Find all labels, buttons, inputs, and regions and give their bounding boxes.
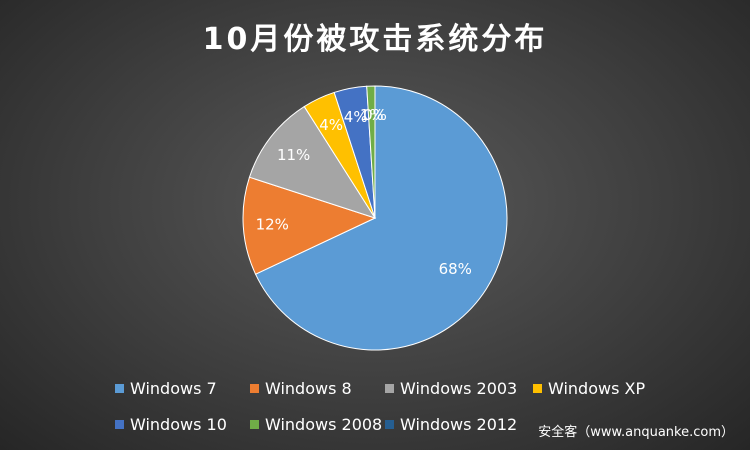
legend-swatch xyxy=(115,419,124,429)
legend-item: Windows 7 xyxy=(115,379,250,398)
chart-legend: Windows 7 Windows 8 Windows 2003 Windows XP… xyxy=(0,370,750,442)
watermark: 安全客（www.anquanke.com） xyxy=(538,425,734,440)
pie-slice-windows-8 xyxy=(242,176,377,275)
slice-label: 4% xyxy=(319,116,343,134)
legend-label: Windows 10 xyxy=(130,414,227,434)
legend-row: Windows 7 Windows 8 Windows 2003 Windows XP xyxy=(0,370,750,406)
legend-row: Windows 10 Windows 2008 Windows 2012 xyxy=(0,406,750,442)
legend-swatch xyxy=(385,419,394,429)
legend-item: Windows 2003 xyxy=(385,379,533,398)
legend-swatch xyxy=(385,383,394,393)
chart-title: 10月份被攻击系统分布 xyxy=(202,22,548,57)
pie-slice-windows-7 xyxy=(254,85,508,351)
legend-item: Windows 8 xyxy=(250,379,385,398)
legend-label: Windows 2008 xyxy=(265,414,383,434)
legend-label: Windows XP xyxy=(548,378,646,398)
legend-swatch xyxy=(115,383,124,393)
slice-label: 0% xyxy=(363,106,387,124)
legend-label: Windows 8 xyxy=(265,378,352,398)
legend-label: Windows 7 xyxy=(130,378,217,398)
pie-slice-windows-2003 xyxy=(248,105,377,219)
pie-slice-windows-2008 xyxy=(366,85,376,219)
legend-item: Windows 2008 xyxy=(250,415,385,434)
legend-swatch xyxy=(533,383,542,393)
slice-label: 68% xyxy=(439,260,472,278)
slice-label: 1% xyxy=(360,106,384,124)
slice-label: 4% xyxy=(344,108,368,126)
legend-swatch xyxy=(250,419,259,429)
legend-label: Windows 2012 xyxy=(400,414,518,434)
legend-item: Windows XP xyxy=(533,379,653,398)
legend-label: Windows 2003 xyxy=(400,378,518,398)
legend-item: Windows 2012 xyxy=(385,415,533,434)
legend-swatch xyxy=(250,383,259,393)
slice-label: 12% xyxy=(256,215,289,233)
legend-item: Windows 10 xyxy=(115,415,250,434)
slice-label: 11% xyxy=(277,146,310,164)
